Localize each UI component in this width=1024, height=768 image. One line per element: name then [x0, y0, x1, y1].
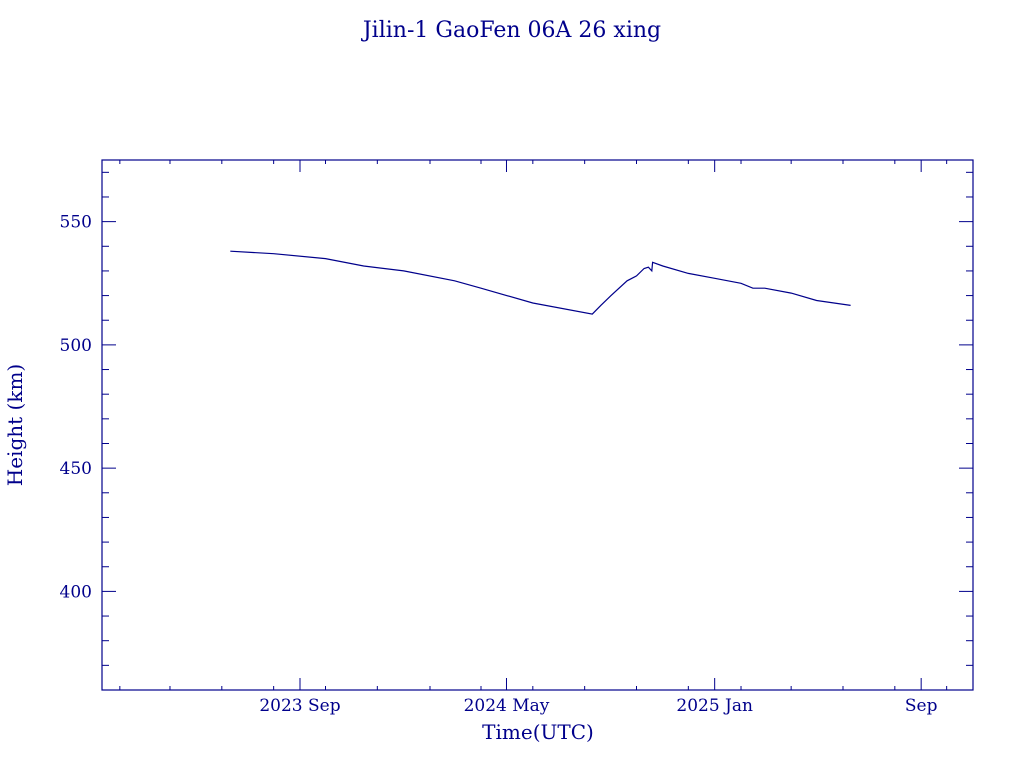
y-tick-labels: 400 450 500 550 — [60, 213, 92, 603]
x-tick-label: 2023 Sep — [259, 696, 340, 716]
y-tick-label: 400 — [60, 582, 92, 602]
height-series-line — [230, 250, 851, 315]
x-axis-label: Time(UTC) — [482, 720, 594, 744]
y-axis-label: Height (km) — [3, 364, 27, 486]
x-tick-label: Sep — [905, 696, 938, 716]
plot-frame — [101, 159, 974, 691]
axis-ticks — [102, 160, 973, 690]
x-tick-labels: 2023 Sep 2024 May 2025 Jan Sep — [259, 696, 937, 716]
y-tick-label: 550 — [60, 213, 92, 233]
x-tick-label: 2024 May — [464, 696, 550, 716]
y-tick-label: 450 — [60, 459, 92, 479]
y-tick-label: 500 — [60, 336, 92, 356]
chart-title: Jilin-1 GaoFen 06A 26 xing — [361, 18, 661, 43]
x-tick-label: 2025 Jan — [676, 696, 753, 716]
